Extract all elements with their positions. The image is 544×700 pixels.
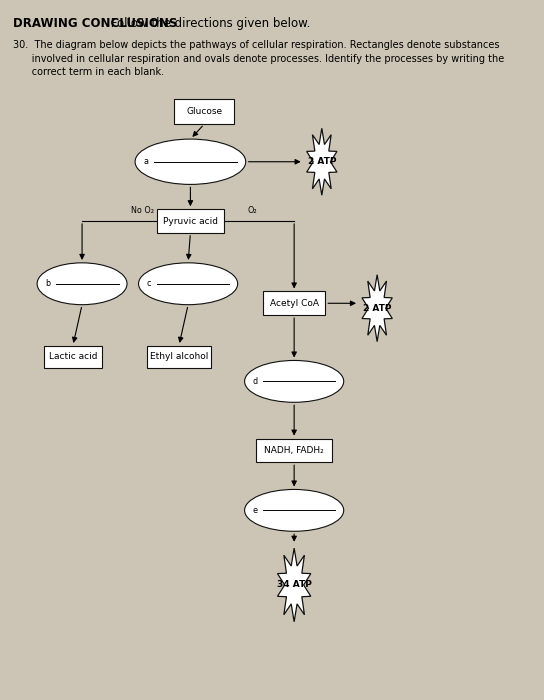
Text: O₂: O₂ xyxy=(248,206,257,215)
Text: Ethyl alcohol: Ethyl alcohol xyxy=(150,353,208,361)
Ellipse shape xyxy=(245,489,344,531)
Polygon shape xyxy=(362,274,392,342)
Text: 30.  The diagram below depicts the pathways of cellular respiration. Rectangles : 30. The diagram below depicts the pathwa… xyxy=(13,41,499,50)
Text: DRAWING CONCLUSIONS: DRAWING CONCLUSIONS xyxy=(13,17,177,29)
Text: Follow the directions given below.: Follow the directions given below. xyxy=(107,17,311,29)
Text: correct term in each blank.: correct term in each blank. xyxy=(13,67,164,77)
Ellipse shape xyxy=(245,360,344,402)
Text: b: b xyxy=(45,279,51,288)
Text: 34 ATP: 34 ATP xyxy=(277,580,312,589)
Text: d: d xyxy=(253,377,258,386)
Text: NADH, FADH₂: NADH, FADH₂ xyxy=(264,446,324,455)
Text: involved in cellular respiration and ovals denote processes. Identify the proces: involved in cellular respiration and ova… xyxy=(13,54,504,64)
FancyBboxPatch shape xyxy=(174,99,234,124)
Text: Lactic acid: Lactic acid xyxy=(48,353,97,361)
Polygon shape xyxy=(307,128,337,195)
FancyBboxPatch shape xyxy=(263,291,325,315)
Text: Glucose: Glucose xyxy=(186,107,222,116)
FancyBboxPatch shape xyxy=(147,346,211,368)
Text: c: c xyxy=(147,279,151,288)
FancyBboxPatch shape xyxy=(157,209,224,233)
Ellipse shape xyxy=(135,139,246,184)
Text: 2 ATP: 2 ATP xyxy=(307,158,336,167)
Text: Acetyl CoA: Acetyl CoA xyxy=(270,299,319,308)
Text: Pyruvic acid: Pyruvic acid xyxy=(163,216,218,225)
FancyBboxPatch shape xyxy=(256,438,332,462)
FancyBboxPatch shape xyxy=(44,346,102,368)
Text: 2 ATP: 2 ATP xyxy=(363,304,391,313)
Text: e: e xyxy=(253,506,258,515)
Ellipse shape xyxy=(139,262,238,304)
Ellipse shape xyxy=(37,262,127,304)
Polygon shape xyxy=(277,548,311,622)
Text: No O₂: No O₂ xyxy=(131,206,153,215)
Text: a: a xyxy=(144,158,149,167)
